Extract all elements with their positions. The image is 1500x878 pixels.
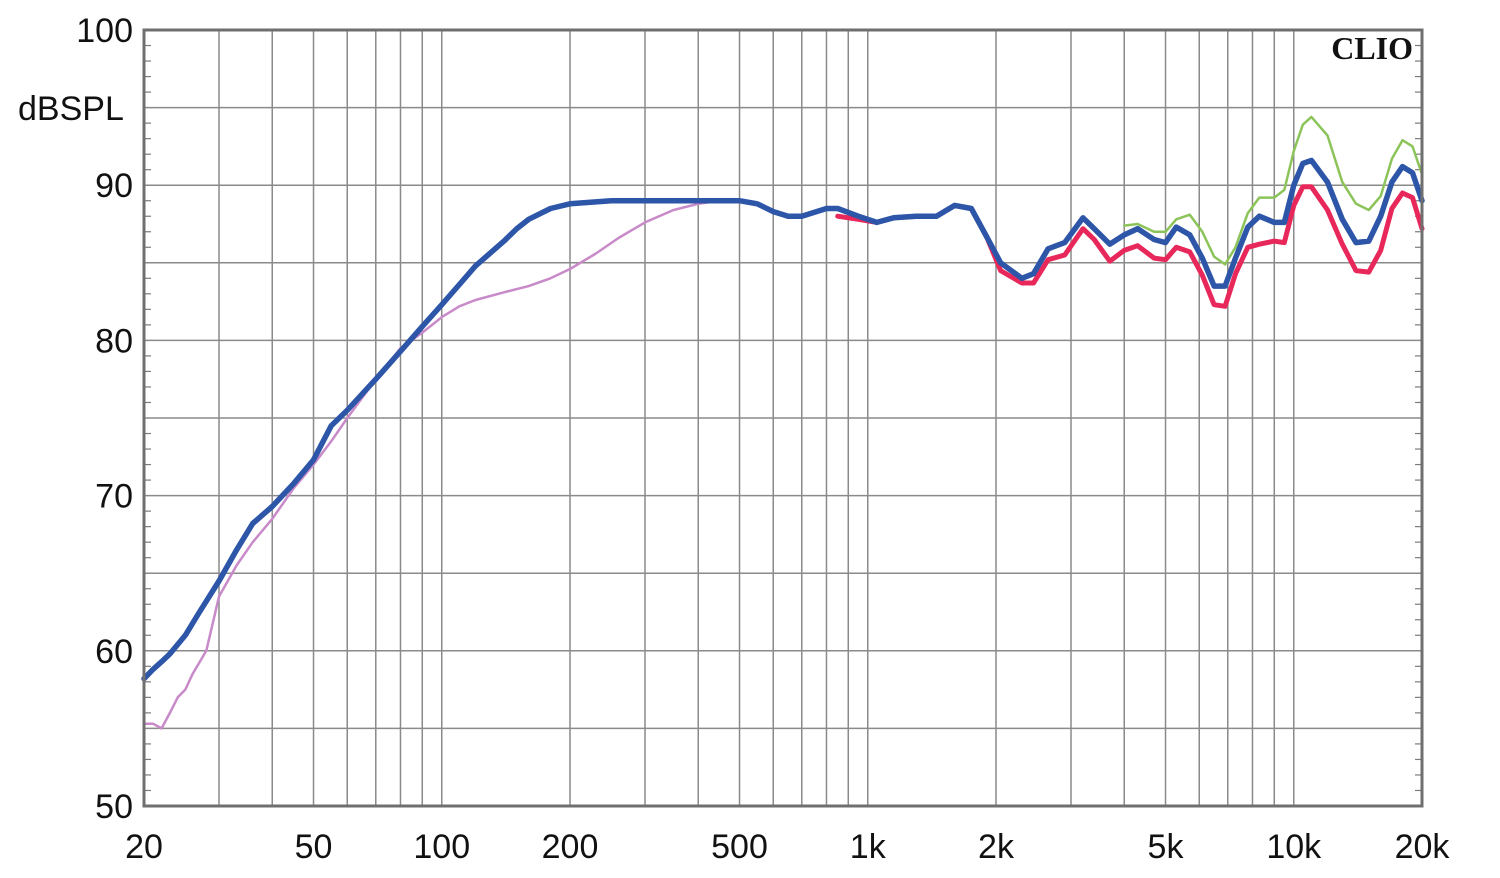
y-axis-label: dBSPL	[18, 90, 124, 128]
x-tick-label: 200	[542, 828, 599, 866]
x-tick-label: 100	[413, 828, 470, 866]
x-tick-label: 50	[295, 828, 333, 866]
y-tick-label: 80	[95, 322, 133, 360]
plot-frame	[142, 28, 1424, 808]
y-tick-label: 60	[95, 633, 133, 671]
y-tick-label: 50	[95, 788, 133, 826]
x-tick-label: 5k	[1148, 828, 1185, 866]
y-tick-label: 90	[95, 167, 133, 205]
x-tick-label: 500	[711, 828, 768, 866]
series-line	[141, 157, 1425, 682]
x-axis-ticks: 20 50 100 200 500 1k 2k 5k 10k 20k	[125, 828, 1450, 866]
y-tick-label: 100	[76, 12, 133, 50]
y-axis-ticks: 50 60 70 80 90 100	[76, 12, 133, 826]
x-tick-label: 2k	[978, 828, 1015, 866]
x-tick-label: 10k	[1266, 828, 1322, 866]
y-tick-label: 70	[95, 478, 133, 516]
series-group	[141, 115, 1425, 730]
grid	[144, 30, 1422, 806]
x-tick-label: 20k	[1395, 828, 1451, 866]
series-line	[1122, 115, 1424, 266]
x-tick-label: 20	[125, 828, 163, 866]
x-tick-label: 1k	[850, 828, 887, 866]
brand-logo: CLIO	[1331, 30, 1413, 66]
